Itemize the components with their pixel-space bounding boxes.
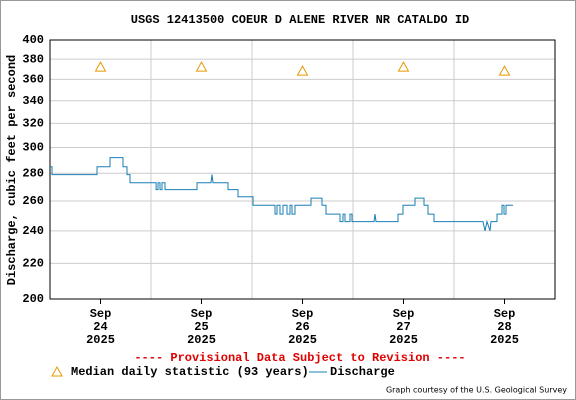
credit: Graph courtesy of the U.S. Geological Su… [386,386,567,395]
y-tick-label: 200 [22,292,44,306]
x-tick-label: Sep 28 2025 [490,307,519,347]
median-marker [195,61,208,72]
chart-title: USGS 12413500 COEUR D ALENE RIVER NR CAT… [131,13,469,27]
y-tick-label: 380 [22,52,44,66]
legend-label: Median daily statistic (93 years) [71,365,309,379]
x-tick-label: Sep 24 2025 [86,307,115,347]
annotation: ---- Provisional Data Subject to Revisio… [134,351,465,365]
y-tick-label: 260 [22,194,44,208]
y-axis-label: Discharge, cubic feet per second [5,55,19,285]
y-tick-label: 360 [22,73,44,87]
median-marker [296,65,309,76]
x-tick-label: Sep 26 2025 [288,307,317,347]
x-tick-label: Sep 27 2025 [389,307,418,347]
y-tick-label: 280 [22,166,44,180]
plot-frame [49,39,556,300]
median-marker [498,65,511,76]
discharge-line [50,157,513,232]
y-tick-label: 400 [22,33,44,47]
y-tick-label: 300 [22,141,44,155]
legend-marker [51,365,63,377]
y-tick-label: 240 [22,224,44,238]
y-tick-label: 220 [22,257,44,271]
legend-label: Discharge [330,365,395,379]
y-tick-label: 340 [22,94,44,108]
median-marker [94,61,107,72]
median-marker [397,61,410,72]
x-tick-label: Sep 25 2025 [187,307,216,347]
y-tick-label: 320 [22,117,44,131]
